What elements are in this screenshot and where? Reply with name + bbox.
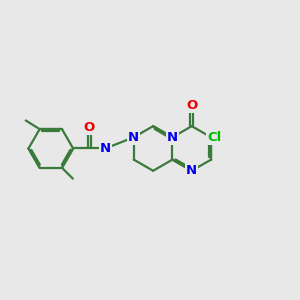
Text: O: O [186, 99, 197, 112]
Text: N: N [167, 131, 178, 144]
Text: O: O [84, 121, 95, 134]
Text: N: N [100, 142, 111, 155]
Text: N: N [128, 131, 139, 144]
Text: Cl: Cl [207, 131, 221, 144]
Text: N: N [186, 164, 197, 177]
